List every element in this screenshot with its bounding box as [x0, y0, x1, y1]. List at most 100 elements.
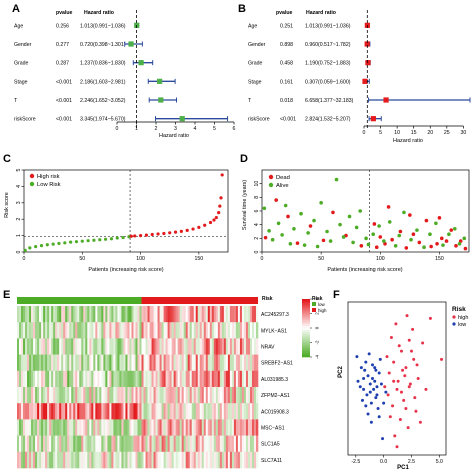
low-risk-point — [23, 248, 27, 252]
pca-high-point — [407, 385, 411, 389]
heatmap-cell — [91, 451, 94, 469]
heatmap-cell — [205, 419, 209, 436]
heatmap-cell — [77, 387, 80, 404]
heatmap-cell — [175, 338, 178, 355]
heatmap-cell — [63, 435, 66, 453]
heatmap-cell — [125, 403, 128, 420]
heatmap-cell — [17, 322, 20, 339]
heatmap-cell — [67, 403, 70, 420]
heatmap-cell — [151, 435, 154, 453]
heatmap-cell — [49, 306, 52, 323]
heatmap-cell — [155, 338, 158, 355]
heatmap-cell — [85, 338, 88, 355]
heatmap-cell — [103, 387, 106, 404]
heatmap-cell — [73, 403, 76, 420]
heatmap-cell — [241, 306, 245, 323]
heatmap-cell — [127, 354, 130, 372]
pca-low-point — [379, 382, 383, 386]
heatmap-cell — [191, 338, 195, 355]
pca-low-point — [372, 387, 376, 391]
heatmap-cell — [185, 306, 189, 323]
heatmap-cell — [209, 451, 213, 469]
heatmap-cell — [85, 435, 88, 453]
heatmap-cell — [19, 306, 22, 323]
heatmap-cell — [211, 435, 215, 453]
heatmap-cell — [251, 306, 255, 323]
alive-point — [402, 210, 406, 215]
pca-low-point — [356, 379, 360, 383]
heatmap-cell — [111, 338, 114, 355]
heatmap-cell — [163, 435, 166, 453]
heatmap-cell — [43, 306, 46, 323]
heatmap-cell — [249, 451, 253, 469]
alive-point — [358, 209, 362, 213]
heatmap-cell — [25, 354, 28, 372]
heatmap-cell — [63, 322, 66, 339]
heatmap-cell — [203, 306, 207, 323]
heatmap-cell — [175, 403, 178, 420]
heatmap-cell — [101, 435, 104, 453]
heatmap-cell — [133, 403, 136, 420]
heatmap-cell — [57, 387, 60, 404]
high-risk-point — [138, 234, 143, 238]
pca-high-point — [394, 322, 398, 326]
heatmap-cell — [129, 354, 132, 372]
heatmap-cell — [167, 338, 170, 355]
heatmap-cell — [225, 387, 229, 404]
heatmap-cell — [129, 451, 132, 469]
heatmap-cell — [145, 338, 148, 355]
alive-point — [387, 220, 392, 224]
heatmap-cell — [87, 435, 90, 453]
forest-row-hr-text: 2.186(1.603~2.981) — [80, 79, 126, 85]
heatmap-cell — [171, 338, 174, 355]
heatmap-cell — [185, 338, 189, 355]
heatmap-cell — [101, 338, 104, 355]
heatmap-cell — [19, 338, 22, 355]
heatmap-cell — [249, 435, 253, 453]
heatmap-cell — [143, 338, 146, 355]
heatmap-cell — [21, 387, 24, 404]
heatmap-cell — [77, 338, 80, 355]
heatmap-cell — [119, 338, 122, 355]
heatmap-cell — [23, 451, 26, 469]
heatmap-cell — [65, 403, 68, 420]
heatmap-cell — [123, 387, 126, 404]
low-risk-point — [115, 236, 119, 240]
heatmap-cell — [49, 370, 52, 388]
heatmap-cell — [63, 403, 66, 420]
heatmap-cell — [209, 419, 213, 436]
pca-high-point — [440, 357, 444, 361]
heatmap-cell — [125, 322, 128, 339]
forest-row-hr-text: 2.824(1.532~5.207) — [305, 117, 351, 123]
heatmap-cell — [207, 370, 211, 388]
heatmap-cell — [245, 451, 249, 469]
pca-high-point — [416, 377, 420, 380]
heatmap-cell — [133, 451, 136, 469]
pca-low-point — [365, 393, 369, 397]
heatmap-cell — [193, 322, 197, 339]
heatmap-cell — [73, 451, 76, 469]
heatmap-cell — [139, 338, 142, 355]
heatmap-cell — [161, 354, 164, 372]
heatmap-cell — [141, 451, 144, 469]
heatmap-cell — [67, 435, 70, 453]
heatmap-cell — [97, 370, 100, 388]
heatmap-cell — [115, 354, 118, 372]
heatmap-cell — [117, 322, 120, 339]
heatmap-cell — [75, 419, 78, 436]
heatmap-cell — [181, 419, 184, 436]
heatmap-cell — [231, 370, 235, 388]
heatmap-cell — [49, 354, 52, 372]
heatmap-cell — [49, 387, 52, 404]
alive-point — [328, 239, 333, 243]
heatmap-cell — [187, 338, 191, 355]
heatmap-cell — [143, 403, 146, 420]
heatmap-cell — [197, 306, 201, 323]
heatmap-cell — [145, 435, 148, 453]
dead-point — [408, 213, 412, 217]
heatmap-cell — [19, 322, 22, 339]
heatmap-cell — [165, 338, 168, 355]
heatmap-cell — [65, 435, 68, 453]
heatmap-cell — [61, 387, 64, 404]
pca-legend-title: Risk — [452, 306, 466, 313]
